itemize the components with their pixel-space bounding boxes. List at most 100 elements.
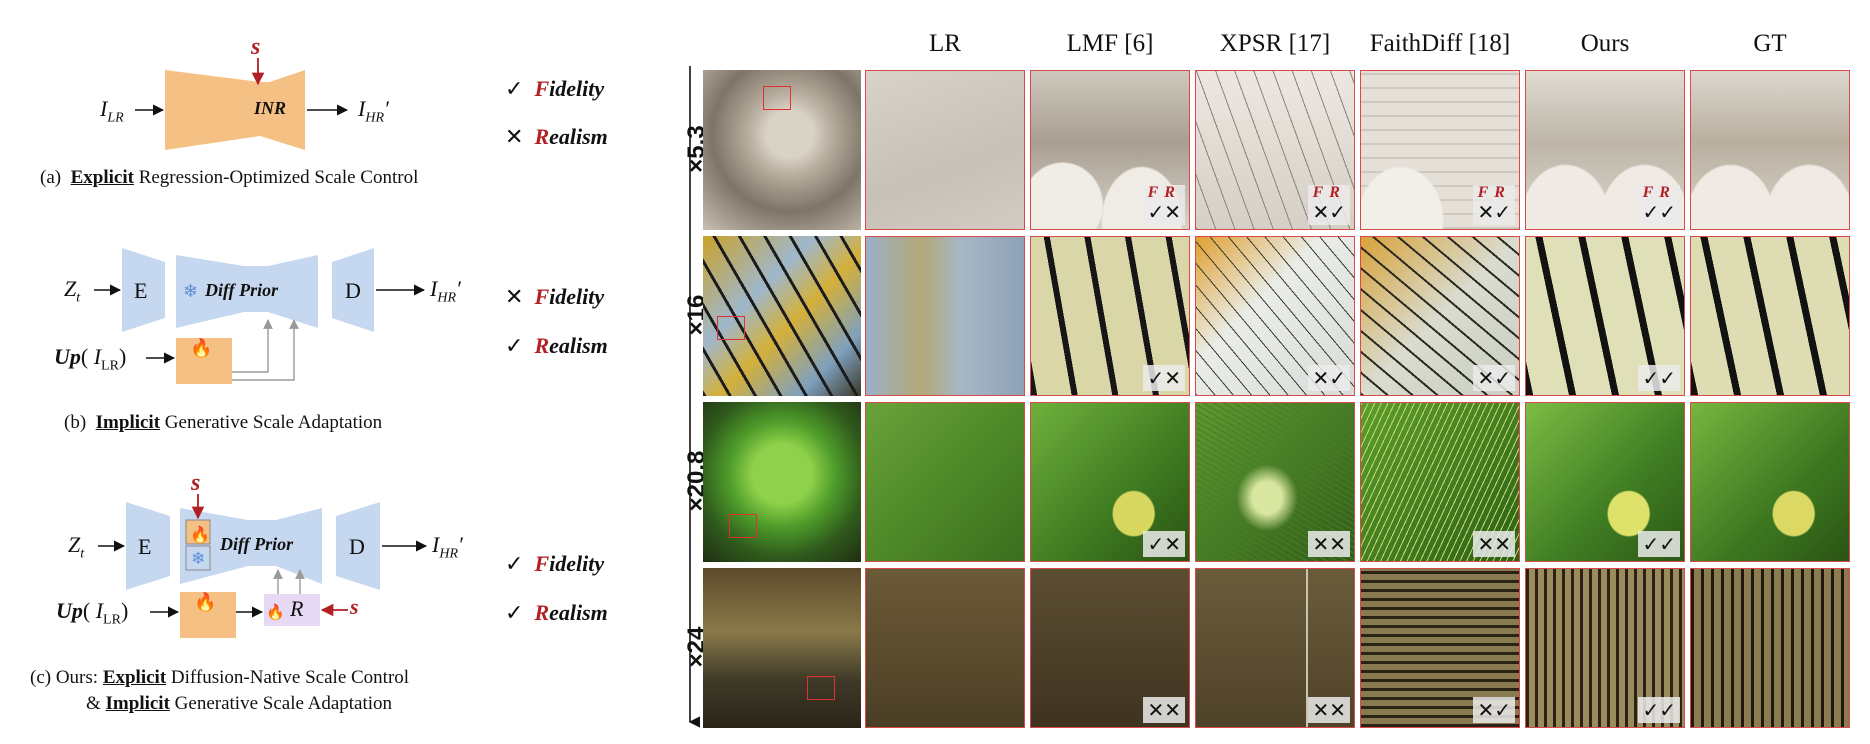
scale-axis <box>688 66 700 729</box>
fidelity-realism-badge: ✓✕ <box>1143 531 1185 557</box>
fidelity-realism-badge: FR ✕✓ <box>1308 185 1350 225</box>
result-crop: ✕✓ <box>1195 236 1355 396</box>
encoder-block-b <box>122 248 165 332</box>
badge-fr-header: FR <box>1147 184 1181 201</box>
badge-marks: ✕✕ <box>1312 532 1346 556</box>
legend-b-realism: ✓ Realism <box>505 333 608 359</box>
upsampler-block-c <box>180 592 236 638</box>
caption-c-line1: (c) Ours: Explicit Diffusion-Native Scal… <box>30 667 410 688</box>
encoder-label-c: E <box>138 534 152 559</box>
result-crop: ✕✕ <box>1195 568 1355 728</box>
result-crop: ✓✕ <box>1030 402 1190 562</box>
result-crop: ✓✓ <box>1525 568 1685 728</box>
snowflake-icon-c: ❄ <box>191 549 205 568</box>
scale-symbol-c: s <box>191 470 201 496</box>
legend-a-fidelity: ✓ Fidelity <box>505 76 605 102</box>
up-label-c: Up( ILR) <box>56 598 129 628</box>
column-header: GT <box>1753 30 1787 57</box>
prior-block-c <box>180 508 322 584</box>
scale-symbol-router: s <box>350 594 359 619</box>
region-of-interest-box <box>717 316 745 340</box>
result-crop: ✕✕ <box>1030 568 1190 728</box>
result-crop: ✕✓ <box>1360 568 1520 728</box>
panel-a-diagram <box>135 58 349 150</box>
fidelity-realism-badge: ✕✕ <box>1308 697 1350 723</box>
column-header: FaithDiff [18] <box>1369 30 1511 57</box>
decoder-label-b: D <box>345 278 361 303</box>
output-label-a: IHR′ <box>358 96 389 126</box>
result-crop <box>1690 236 1850 396</box>
latent-label-c: Zt <box>68 532 85 562</box>
result-crop <box>1690 70 1850 230</box>
encoder-block-c <box>126 502 170 590</box>
badge-marks: ✓✓ <box>1642 698 1676 722</box>
column-header: Ours <box>1580 30 1630 57</box>
result-crop <box>865 236 1025 396</box>
result-crop: FR ✕✓ <box>1195 70 1355 230</box>
legend-c-realism: ✓ Realism <box>505 600 608 626</box>
upsampler-block-b <box>176 338 232 384</box>
badge-marks: ✓✕ <box>1147 200 1181 224</box>
full-image-thumbnail <box>703 70 861 230</box>
badge-marks: ✕✓ <box>1312 200 1346 224</box>
panel-c-diagram: 🔥 ❄ 🔥 🔥 <box>98 494 428 638</box>
fidelity-realism-badge: ✕✕ <box>1308 531 1350 557</box>
result-crop: FR ✕✓ <box>1360 70 1520 230</box>
flame-icon-c2: 🔥 <box>194 591 216 612</box>
badge-marks: ✕✕ <box>1312 698 1346 722</box>
column-header: LR <box>929 30 961 57</box>
badge-marks: ✕✓ <box>1477 698 1511 722</box>
flame-icon-c1: 🔥 <box>190 525 210 544</box>
badge-marks: ✓✕ <box>1147 532 1181 556</box>
column-header: XPSR [17] <box>1219 30 1331 57</box>
legend-c-fidelity: ✓ Fidelity <box>505 551 605 577</box>
badge-marks: ✕✕ <box>1147 698 1181 722</box>
region-of-interest-box <box>807 676 835 700</box>
fidelity-realism-badge: FR ✕✓ <box>1473 185 1515 225</box>
decoder-block-b <box>332 248 374 332</box>
prior-label-b: Diff Prior <box>205 280 279 300</box>
result-crop: ✕✕ <box>1195 402 1355 562</box>
panel-b-diagram: 🔥 ❄ <box>94 248 426 384</box>
scale-symbol-a: s <box>251 34 261 60</box>
badge-marks: ✕✕ <box>1477 532 1511 556</box>
fidelity-realism-badge: ✕✓ <box>1308 365 1350 391</box>
region-of-interest-box <box>729 514 757 538</box>
flame-icon-b: 🔥 <box>190 337 212 358</box>
output-label-b: IHR′ <box>430 276 461 306</box>
result-crop <box>865 70 1025 230</box>
badge-marks: ✓✕ <box>1147 366 1181 390</box>
region-of-interest-box <box>763 86 791 110</box>
legend-a-realism: ✕ Realism <box>505 124 608 150</box>
result-crop: FR ✓✓ <box>1525 70 1685 230</box>
badge-marks: ✕✓ <box>1477 200 1511 224</box>
badge-fr-header: FR <box>1642 184 1676 201</box>
result-crop: ✕✓ <box>1360 236 1520 396</box>
up-label-b: Up( ILR) <box>54 344 127 374</box>
fidelity-realism-badge: ✓✕ <box>1143 365 1185 391</box>
full-image-thumbnail <box>703 402 861 562</box>
fidelity-realism-badge: ✓✓ <box>1638 531 1680 557</box>
prior-block-b <box>176 255 318 328</box>
decoder-block-c <box>336 502 380 590</box>
result-crop: ✓✓ <box>1525 402 1685 562</box>
trainable-adapter <box>185 519 211 545</box>
caption-b: (b) Implicit Generative Scale Adaptation <box>64 412 383 433</box>
fidelity-realism-badge: ✓✓ <box>1638 697 1680 723</box>
router-label: R <box>290 596 304 621</box>
fidelity-realism-badge: ✕✓ <box>1473 697 1515 723</box>
caption-c-line2: & Implicit Generative Scale Adaptation <box>86 693 393 714</box>
badge-fr-header: FR <box>1312 184 1346 201</box>
latent-label-b: Zt <box>64 276 81 306</box>
badge-marks: ✕✓ <box>1477 366 1511 390</box>
caption-a: (a) Explicit Regression-Optimized Scale … <box>40 167 419 188</box>
fidelity-realism-badge: ✕✓ <box>1473 365 1515 391</box>
result-crop: ✕✕ <box>1360 402 1520 562</box>
scale-router-block <box>264 594 320 626</box>
flame-icon-c3: 🔥 <box>266 603 285 621</box>
column-header: LMF [6] <box>1066 30 1154 57</box>
badge-fr-header: FR <box>1477 184 1511 201</box>
badge-marks: ✓✓ <box>1642 200 1676 224</box>
result-crop <box>1690 402 1850 562</box>
badge-marks: ✕✓ <box>1312 366 1346 390</box>
